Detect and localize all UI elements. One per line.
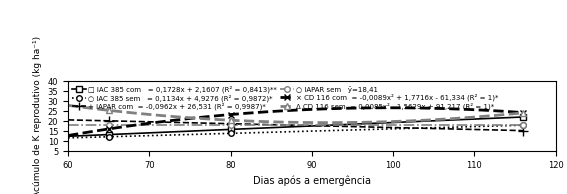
Y-axis label: Acúmulo de K reprodutivo (kg ha⁻¹): Acúmulo de K reprodutivo (kg ha⁻¹) bbox=[33, 36, 42, 194]
X-axis label: Dias após a emergência: Dias após a emergência bbox=[253, 176, 371, 186]
Legend: □ IAC 385 com   = 0,1728x + 2,1607 (R² = 0,8413)**, ○ IAC 385 sem   = 0,1134x + : □ IAC 385 com = 0,1728x + 2,1607 (R² = 0… bbox=[71, 85, 500, 111]
